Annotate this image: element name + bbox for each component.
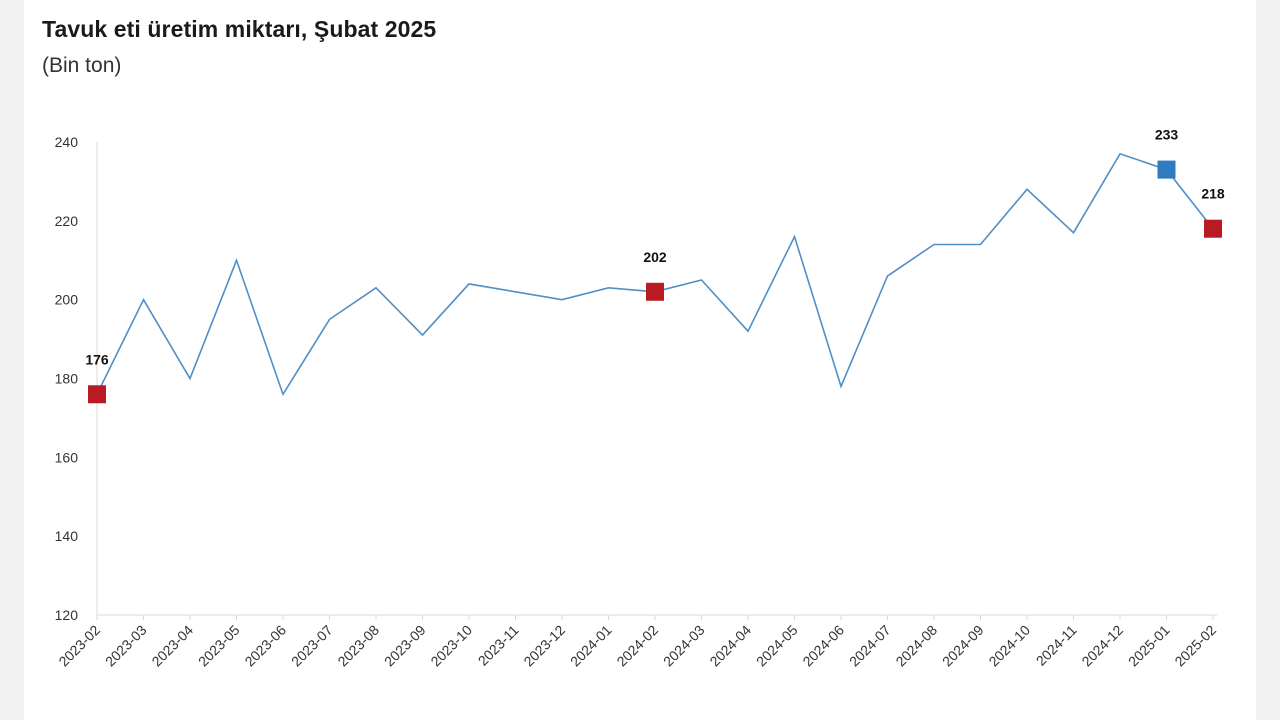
x-tick-label: 2024-06	[799, 622, 847, 670]
data-point	[607, 286, 611, 290]
y-tick-label: 200	[55, 292, 79, 308]
data-point	[142, 298, 146, 302]
x-tick-label: 2024-09	[939, 622, 987, 670]
y-tick-label: 140	[55, 528, 79, 544]
x-tick-label: 2025-01	[1125, 622, 1173, 670]
x-tick-label: 2024-01	[567, 622, 615, 670]
x-tick-label: 2023-10	[427, 622, 475, 670]
x-tick-label: 2023-03	[102, 622, 150, 670]
x-tick-label: 2024-04	[706, 622, 754, 670]
data-point	[979, 242, 983, 246]
highlight-marker	[88, 385, 106, 404]
chart-page: Tavuk eti üretim miktarı, Şubat 2025 (Bi…	[24, 0, 1256, 720]
data-point	[700, 278, 704, 282]
series-line	[96, 152, 1214, 397]
data-point	[235, 258, 239, 262]
y-tick-label: 180	[55, 371, 79, 387]
highlight-marker	[646, 282, 664, 301]
data-label: 202	[643, 249, 667, 265]
y-tick-label: 120	[55, 607, 79, 623]
chart-axes: 1201401601802002202402023-022023-032023-…	[55, 134, 1220, 669]
x-tick-label: 2023-09	[381, 622, 429, 670]
data-point	[1118, 152, 1122, 156]
x-tick-label: 2023-06	[241, 622, 289, 670]
y-tick-label: 240	[55, 134, 79, 150]
chart-title: Tavuk eti üretim miktarı, Şubat 2025	[42, 16, 437, 42]
x-tick-label: 2024-08	[892, 622, 940, 670]
data-point	[421, 333, 425, 337]
x-tick-label: 2024-11	[1033, 622, 1080, 669]
x-tick-label: 2023-07	[288, 622, 336, 670]
data-point	[886, 274, 890, 278]
x-tick-label: 2023-12	[520, 622, 568, 670]
data-label: 233	[1155, 127, 1179, 143]
data-point	[1072, 231, 1076, 235]
y-tick-label: 220	[55, 213, 79, 229]
x-tick-label: 2025-02	[1171, 622, 1219, 670]
data-point	[560, 298, 564, 302]
highlight-marker	[1157, 160, 1176, 179]
x-tick-label: 2023-02	[55, 622, 103, 670]
x-tick-label: 2024-07	[846, 622, 894, 670]
data-point	[467, 282, 471, 286]
chart-subtitle: (Bin ton)	[42, 54, 122, 77]
x-tick-label: 2023-04	[148, 622, 196, 670]
data-label: 176	[85, 351, 109, 367]
x-tick-label: 2024-03	[660, 622, 708, 670]
data-point	[932, 242, 936, 246]
data-point	[374, 286, 378, 290]
data-label: 218	[1201, 186, 1225, 202]
x-tick-label: 2023-05	[195, 622, 243, 670]
x-tick-label: 2023-08	[334, 622, 382, 670]
highlight-marker	[1204, 219, 1222, 238]
data-point	[746, 329, 750, 333]
x-tick-label: 2023-11	[475, 622, 522, 669]
data-point	[328, 317, 332, 321]
data-point	[1025, 187, 1029, 191]
data-point	[188, 377, 192, 381]
x-tick-label: 2024-02	[613, 622, 661, 670]
highlight-marker-group: 176 202 233 218	[85, 127, 1225, 404]
data-point	[281, 392, 285, 396]
y-tick-label: 160	[55, 449, 79, 465]
x-tick-label: 2024-10	[985, 622, 1033, 670]
data-point	[514, 290, 518, 294]
series-line-group	[96, 152, 1214, 397]
data-point	[793, 235, 797, 239]
x-tick-label: 2024-05	[753, 622, 801, 670]
data-point	[839, 384, 843, 388]
x-tick-label: 2024-12	[1078, 622, 1126, 670]
